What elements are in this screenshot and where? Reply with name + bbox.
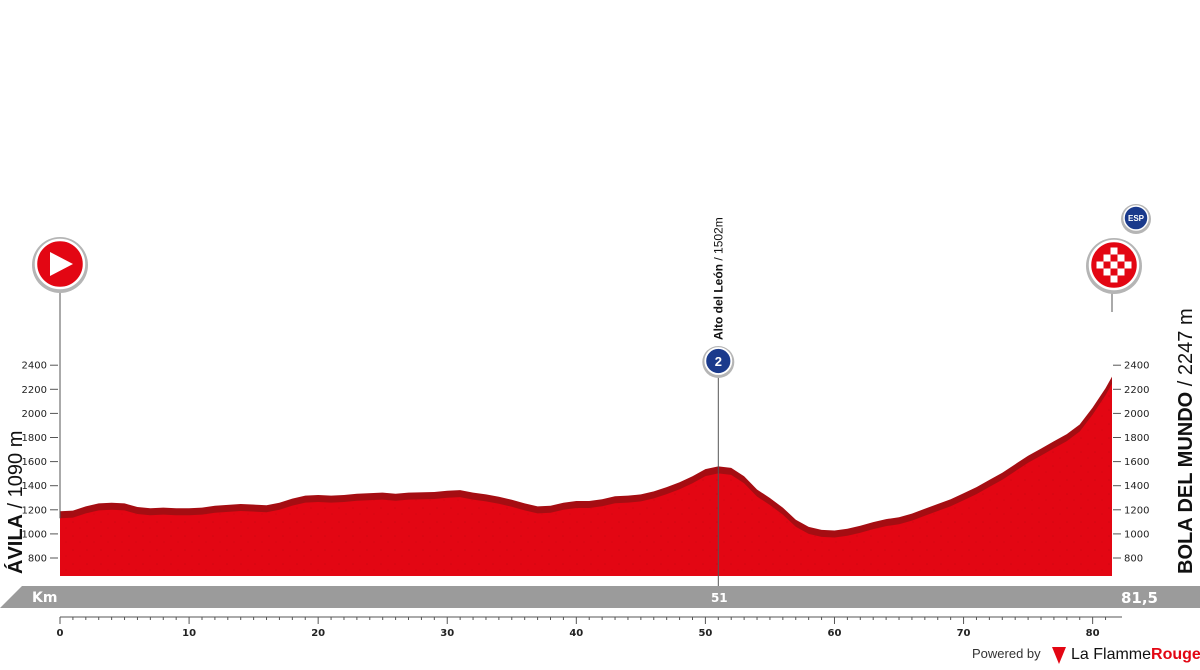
finish-label: BOLA DEL MUNDO / 2247 m (1175, 308, 1197, 574)
y-tick-label-left: 2200 (22, 385, 47, 396)
x-axis: 0 10 20 30 40 50 60 70 80 (57, 616, 1122, 639)
la-flamme-rouge-brand: La FlammeRouge (1071, 646, 1200, 663)
checker-square (1103, 261, 1111, 269)
y-tick-label-left: 2000 (22, 409, 47, 420)
checker-square (1103, 247, 1111, 255)
finish-altitude: 2247 m (1175, 308, 1197, 375)
finish-town: BOLA DEL MUNDO (1175, 392, 1197, 574)
footer-branding: Powered by La FlammeRouge (972, 646, 1200, 664)
checker-square (1124, 261, 1132, 269)
x-tick-label: 70 (957, 628, 971, 639)
checker-square (1110, 261, 1118, 269)
climb-name: Alto del León (711, 264, 725, 340)
checkered-flag-icon (1096, 247, 1132, 283)
start-separator: / (5, 497, 27, 514)
finish-marker: ESP (1086, 204, 1151, 312)
brand-rouge: Rouge (1151, 646, 1200, 663)
start-altitude: 1090 m (5, 431, 27, 498)
start-marker (32, 237, 88, 519)
brand-la: La (1071, 646, 1093, 663)
x-tick-label: 0 (57, 628, 64, 639)
y-tick-label-right: 2400 (1124, 361, 1149, 372)
y-tick-label-left: 1600 (22, 457, 47, 468)
y-tick-label-right: 2200 (1124, 385, 1149, 396)
brand-flamme: Flamme (1093, 646, 1151, 663)
x-tick-label: 20 (311, 628, 325, 639)
y-tick-label-right: 2000 (1124, 409, 1149, 420)
checker-square (1117, 247, 1125, 255)
finish-separator: / (1175, 375, 1197, 392)
checker-square (1103, 275, 1111, 283)
y-tick-label-left: 1000 (22, 529, 47, 540)
y-tick-label-right: 1600 (1124, 457, 1149, 468)
start-town: ÁVILA (4, 514, 27, 574)
esp-badge-label: ESP (1128, 214, 1145, 223)
checker-square (1124, 268, 1132, 276)
checker-square (1103, 254, 1111, 262)
checker-square (1110, 247, 1118, 255)
start-label: ÁVILA / 1090 m (4, 431, 27, 574)
checker-square (1110, 268, 1118, 276)
powered-by-label: Powered by (972, 646, 1041, 661)
climb-altitude: 1502m (711, 217, 725, 254)
climb-category: 2 (715, 354, 722, 369)
y-tick-label-left: 800 (28, 554, 47, 565)
y-tick-label-right: 1400 (1124, 481, 1149, 492)
checker-square (1110, 254, 1118, 262)
y-tick-label-right: 1000 (1124, 529, 1149, 540)
y-tick-label-left: 1800 (22, 433, 47, 444)
checker-square (1096, 254, 1104, 262)
x-tick-label: 50 (698, 628, 712, 639)
climb-marker: 2 Alto del León / 1502m (702, 217, 735, 586)
y-tick-label-right: 1800 (1124, 433, 1149, 444)
checker-square (1117, 261, 1125, 269)
x-tick-label: 40 (569, 628, 583, 639)
distance-bar-shape (0, 586, 1200, 608)
y-axis-left: 800 1000 1200 1400 1600 1800 2000 2200 2400 (22, 361, 58, 565)
y-tick-label-right: 1200 (1124, 505, 1149, 516)
climb-category-icon (704, 347, 733, 375)
checker-square (1117, 254, 1125, 262)
climb-label: Alto del León / 1502m (711, 217, 725, 340)
play-icon (50, 252, 73, 276)
checker-square (1124, 254, 1132, 262)
distance-bar-km-label: Km (32, 590, 57, 606)
checker-square (1103, 268, 1111, 276)
checker-square (1110, 275, 1118, 283)
x-tick-label: 80 (1086, 628, 1100, 639)
y-tick-label-right: 800 (1124, 554, 1143, 565)
distance-bar-total: 81,5 (1121, 589, 1158, 607)
checker-square (1117, 268, 1125, 276)
profile-texture (60, 383, 1112, 576)
x-tick-label: 60 (828, 628, 842, 639)
x-tick-label: 30 (440, 628, 454, 639)
y-tick-label-left: 2400 (22, 361, 47, 372)
checker-square (1117, 275, 1125, 283)
y-tick-label-left: 1200 (22, 505, 47, 516)
la-flamme-rouge-logo-icon (1052, 647, 1066, 664)
esp-badge-icon (1123, 205, 1149, 231)
y-axis-right: 800 1000 1200 1400 1600 1800 2000 2200 2400 (1113, 361, 1149, 565)
y-tick-label-left: 1400 (22, 481, 47, 492)
checker-square (1096, 268, 1104, 276)
x-tick-label: 10 (182, 628, 196, 639)
climb-separator: / (711, 254, 725, 264)
distance-bar-climb-km: 51 (711, 591, 728, 605)
elevation-profile (60, 376, 1112, 576)
distance-bar: Km 51 81,5 (0, 586, 1200, 608)
checker-square (1096, 261, 1104, 269)
